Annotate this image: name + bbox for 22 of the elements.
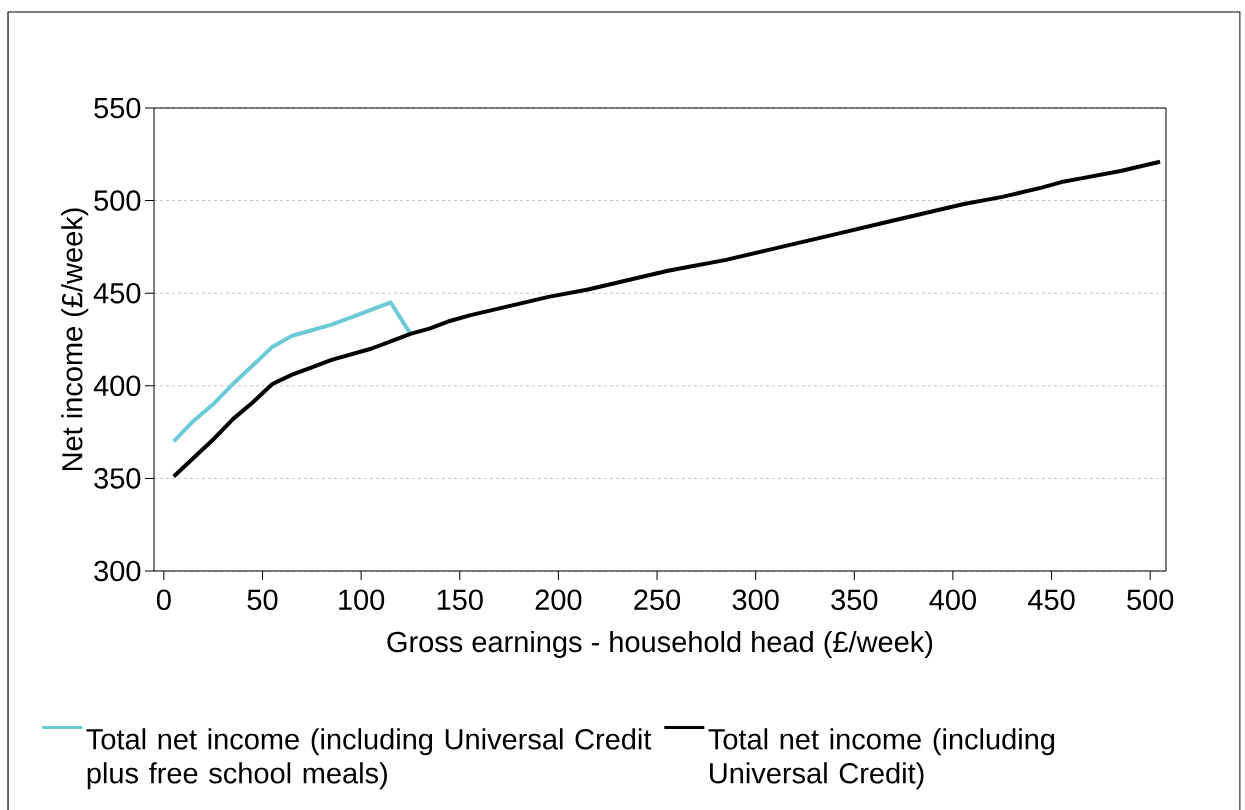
y-tick-label: 300 <box>94 560 141 582</box>
y-tick-label: 350 <box>94 468 141 489</box>
y-axis-title: Net income (£/week) <box>61 208 89 471</box>
x-tick-label: 450 <box>1028 589 1075 611</box>
y-tick-label: 400 <box>93 375 141 397</box>
x-tick-label: 0 <box>156 589 171 611</box>
x-tick-label: 300 <box>732 589 779 611</box>
x-tick-label: 50 <box>247 589 278 611</box>
x-tick-label: 400 <box>929 589 976 611</box>
legend-label: Total net income (including Universal Credit) <box>708 728 1055 790</box>
x-tick-label: 250 <box>634 589 681 611</box>
y-tick-label: 550 <box>94 97 141 119</box>
x-tick-label: 350 <box>831 589 878 611</box>
line-series <box>171 300 413 444</box>
x-tick-label: 150 <box>437 589 483 611</box>
x-tick-label: 200 <box>535 589 582 611</box>
legend-label: Total net income (including Universal Credit plus free school meals) <box>86 728 652 790</box>
y-tick-label: 500 <box>94 190 141 211</box>
x-tick-label: 100 <box>339 589 385 611</box>
y-tick-label: 450 <box>93 282 141 304</box>
x-axis-title: Gross earnings - household head (£/week) <box>387 630 933 658</box>
x-tick-label: 500 <box>1127 589 1174 611</box>
